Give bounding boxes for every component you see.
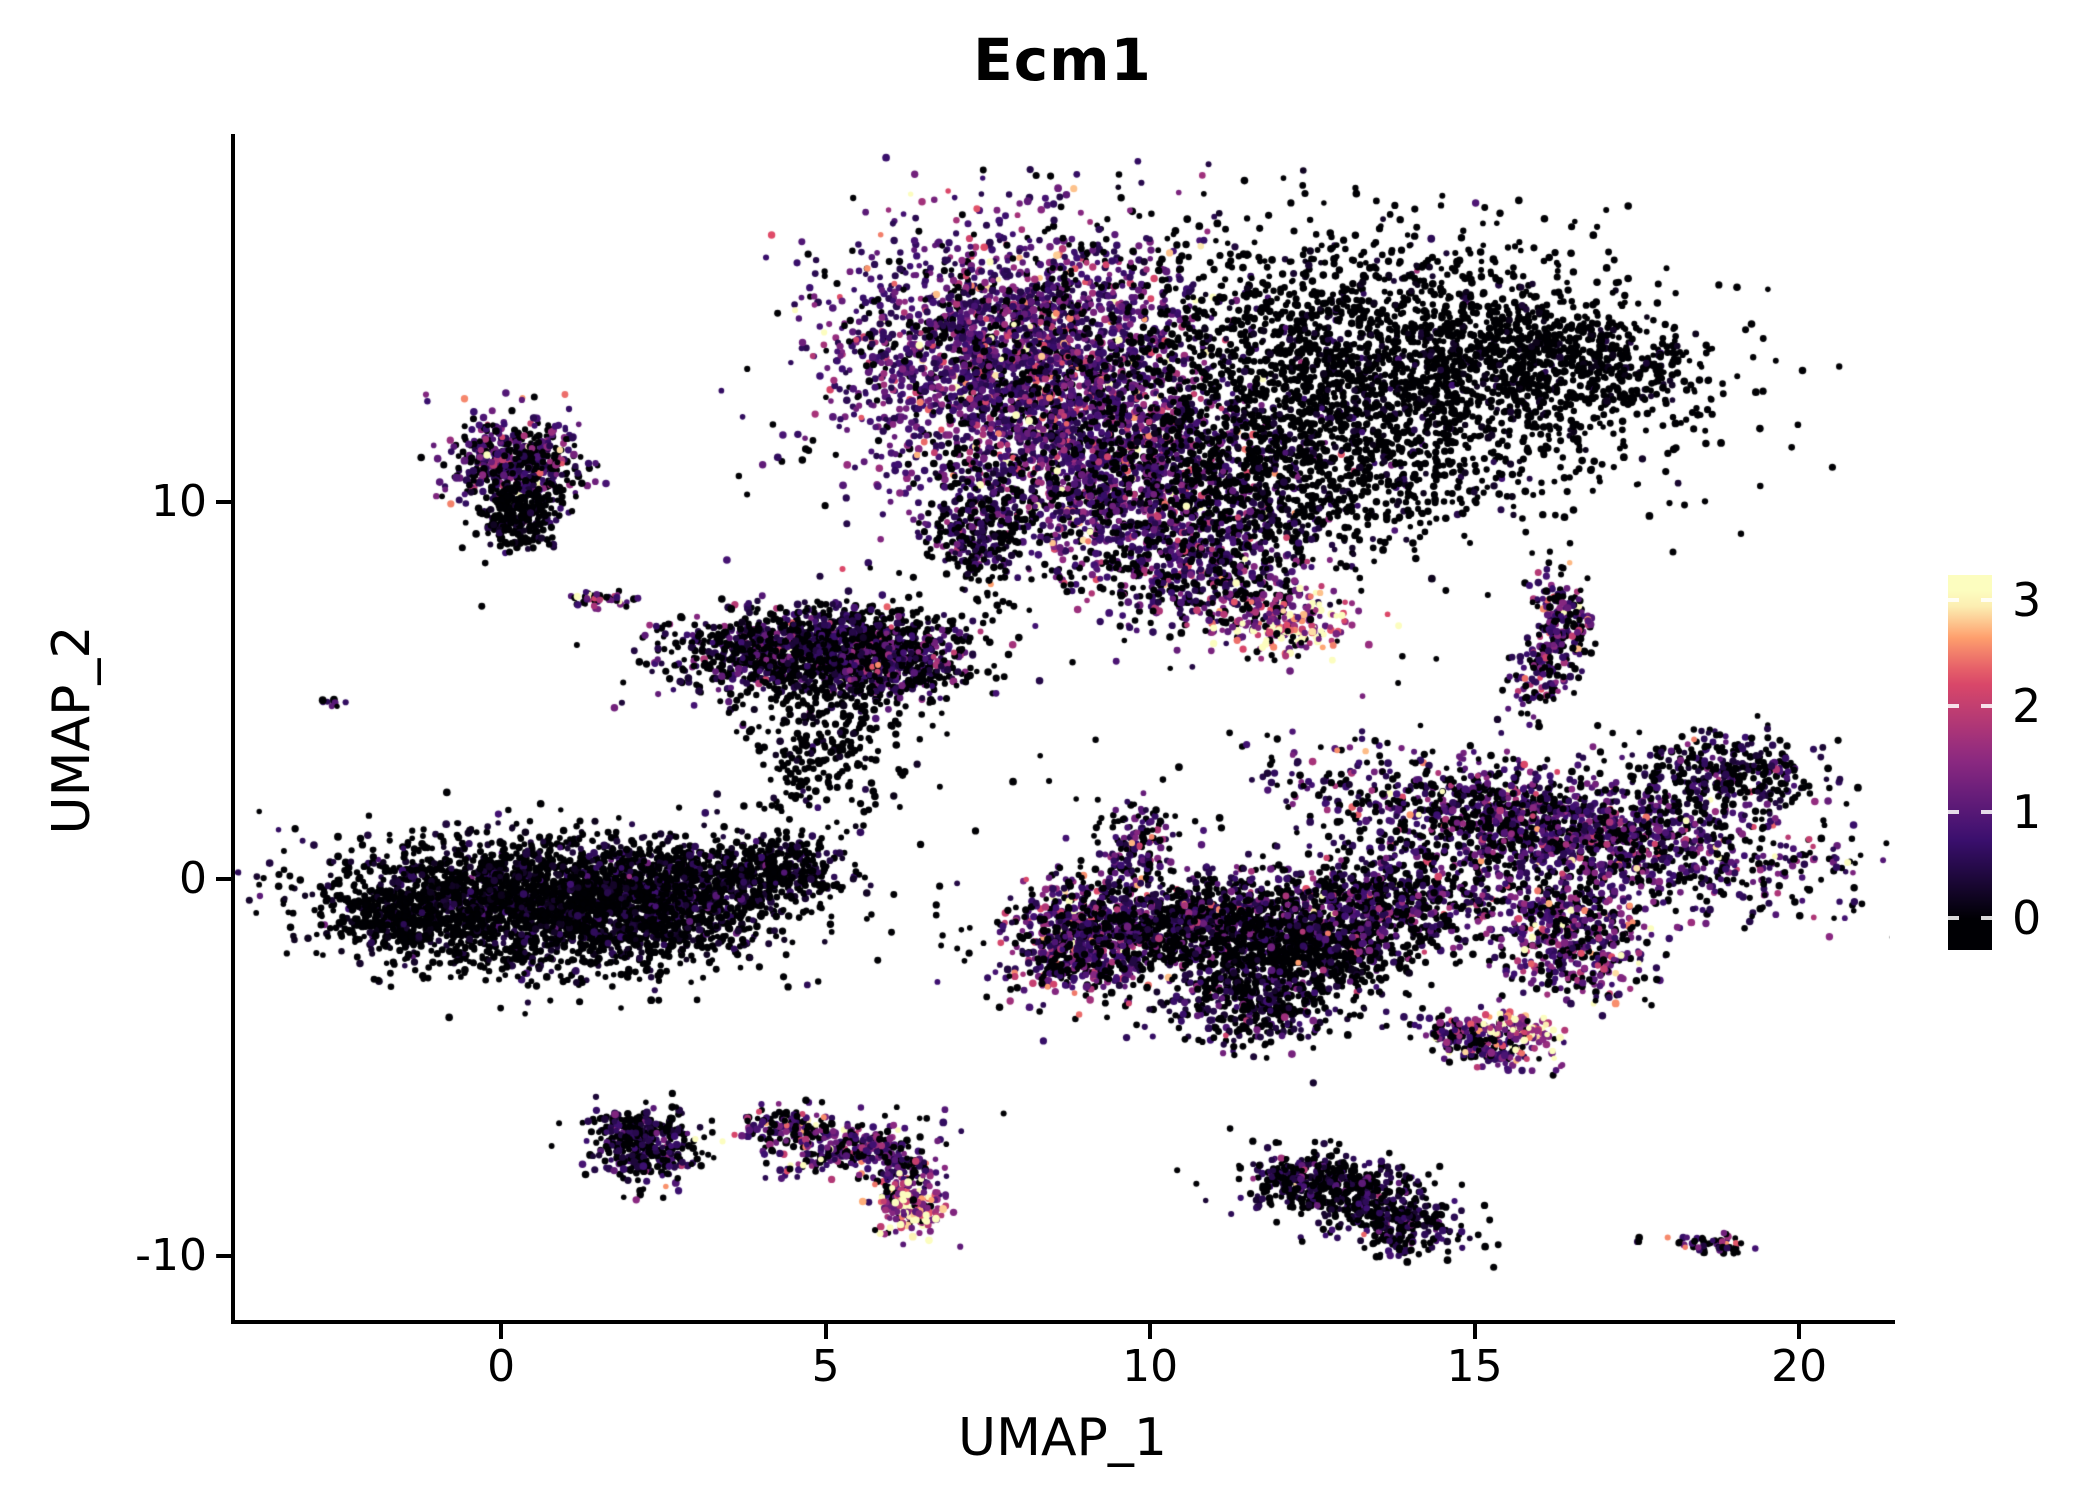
colorbar-tick-label: 2: [2012, 679, 2042, 734]
x-axis-tick: 20: [1771, 1324, 1827, 1389]
x-tick-label: 5: [811, 1341, 840, 1392]
tick-mark: [1148, 1324, 1153, 1339]
y-axis-tick: 0: [179, 852, 231, 904]
y-axis-label: UMAP_2: [42, 625, 102, 835]
colorbar-gradient: [1948, 575, 1992, 950]
x-axis-label: UMAP_1: [958, 1408, 1167, 1468]
colorbar-tick-mark: [1948, 598, 1959, 603]
colorbar-tick-label: 0: [2012, 891, 2042, 946]
x-tick-label: 15: [1446, 1341, 1503, 1392]
colorbar: 3 2 1 0: [1948, 575, 2041, 950]
colorbar-tick-label: 1: [2012, 785, 2042, 840]
x-axis-tick: 15: [1447, 1324, 1503, 1389]
y-tick-label: -10: [135, 1229, 207, 1281]
x-tick-label: 10: [1122, 1341, 1179, 1392]
colorbar-tick-mark: [1981, 598, 1992, 603]
colorbar-tick-mark: [1981, 916, 1992, 921]
tick-mark: [1472, 1324, 1477, 1339]
tick-mark: [499, 1324, 504, 1339]
plot-area: [235, 140, 1890, 1320]
x-axis-tick: 10: [1122, 1324, 1178, 1389]
y-tick-label: 10: [151, 475, 207, 527]
y-axis-tick: 10: [151, 475, 231, 527]
x-axis-tick: 5: [812, 1324, 840, 1389]
tick-mark: [216, 1253, 231, 1258]
x-axis-line: [231, 1320, 1895, 1324]
y-axis-tick: -10: [135, 1229, 231, 1281]
y-tick-label: 0: [179, 852, 207, 904]
tick-mark: [1797, 1324, 1802, 1339]
tick-mark: [216, 499, 231, 504]
colorbar-tick-mark: [1981, 810, 1992, 815]
colorbar-tick-mark: [1981, 704, 1992, 709]
colorbar-tick-mark: [1948, 916, 1959, 921]
tick-mark: [823, 1324, 828, 1339]
colorbar-tick-mark: [1948, 704, 1959, 709]
y-axis-line: [231, 134, 235, 1324]
colorbar-tick-mark: [1948, 810, 1959, 815]
colorbar-tick-label: 3: [2012, 573, 2042, 628]
x-axis-tick: 0: [487, 1324, 515, 1389]
tick-mark: [216, 876, 231, 881]
x-tick-label: 20: [1771, 1341, 1828, 1392]
x-tick-label: 0: [487, 1341, 516, 1392]
umap-scatter-canvas: [235, 140, 1890, 1320]
plot-title: Ecm1: [973, 26, 1152, 94]
